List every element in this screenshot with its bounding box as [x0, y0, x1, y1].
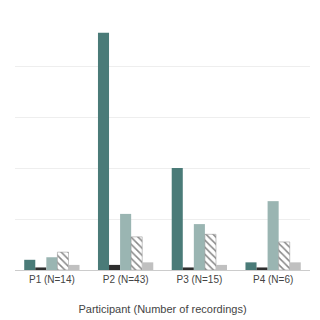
svg-text:Participant (Number of recordi: Participant (Number of recordings)	[78, 303, 246, 315]
svg-text:P3 (N=15): P3 (N=15)	[176, 274, 222, 285]
svg-text:P1 (N=14): P1 (N=14)	[29, 274, 75, 285]
svg-text:P4 (N=6): P4 (N=6)	[253, 274, 293, 285]
svg-text:P2 (N=43): P2 (N=43)	[103, 274, 149, 285]
